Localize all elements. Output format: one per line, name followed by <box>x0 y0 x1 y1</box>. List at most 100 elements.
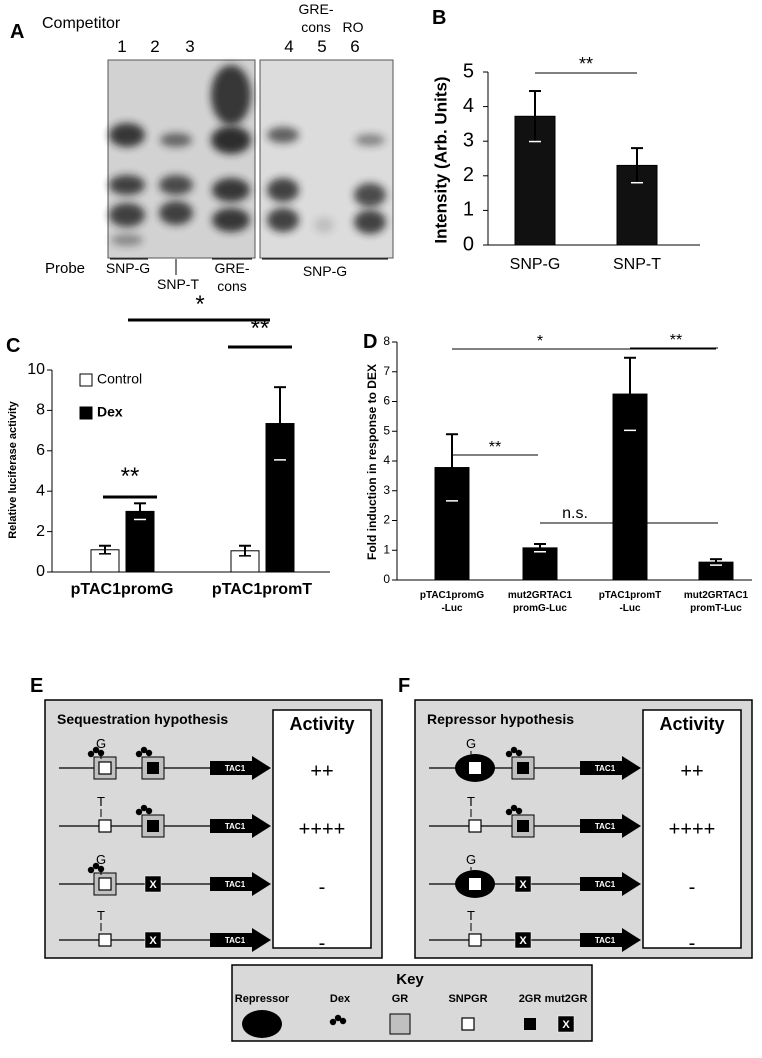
gel-band <box>109 203 145 227</box>
activity-label: - <box>689 876 696 898</box>
panel-letter: C <box>6 335 20 357</box>
error-bar <box>631 147 643 184</box>
activity-header: Activity <box>659 714 724 734</box>
y-tick-label: 6 <box>383 394 390 408</box>
panel-letter: A <box>10 21 24 43</box>
gene-arrow <box>580 928 641 952</box>
x-tick-label: mut2GRTAC1 <box>508 590 573 601</box>
activity-header: Activity <box>289 714 354 734</box>
snpgr-icon <box>98 819 112 833</box>
lane-number: 4 <box>284 37 293 56</box>
gene-arrow <box>210 814 271 838</box>
gene-label: TAC1 <box>225 764 246 773</box>
gene-label: TAC1 <box>595 936 616 945</box>
x-tick-label: -Luc <box>619 603 641 614</box>
lane-number: 1 <box>117 37 126 56</box>
snpgr-icon <box>98 877 112 891</box>
probe-name: SNP-G <box>303 263 347 279</box>
y-axis-label: Relative luciferase activity <box>7 400 19 538</box>
gene-label: TAC1 <box>225 822 246 831</box>
lane-number: 2 <box>150 37 159 56</box>
y-tick-label: 5 <box>463 60 474 82</box>
snpgr-icon <box>98 933 112 947</box>
dex-icon <box>510 804 518 812</box>
x-tick-label: SNP-G <box>510 256 561 273</box>
x-tick-label: pTAC1promG <box>71 581 174 598</box>
y-tick-label: 5 <box>383 423 390 437</box>
legend-swatch <box>79 406 93 420</box>
error-bar <box>624 356 636 432</box>
dex-icon <box>140 804 148 812</box>
x-tick-label: pTAC1promG <box>420 590 484 601</box>
repressor-icon <box>242 1010 282 1038</box>
error-bar <box>710 558 722 566</box>
activity-label: ++++ <box>299 818 346 840</box>
gel-band <box>109 123 145 147</box>
gene-label: TAC1 <box>595 764 616 773</box>
y-tick-label: 3 <box>463 129 474 151</box>
snpgr-icon <box>469 878 481 890</box>
gel-band <box>267 127 299 143</box>
significance-label: ** <box>121 463 140 490</box>
key-title: Key <box>396 971 424 988</box>
dex-icon <box>135 750 143 758</box>
y-tick-label: 6 <box>36 442 45 459</box>
y-tick-label: 3 <box>383 483 390 497</box>
y-tick-label: 7 <box>383 364 390 378</box>
x-tick-label: mut2GRTAC1 <box>684 590 749 601</box>
gel-band <box>211 65 251 125</box>
allele-label: T <box>467 794 475 809</box>
two-gr-icon <box>517 820 529 832</box>
panel-letter: E <box>30 675 43 697</box>
legend-swatch <box>79 373 93 387</box>
y-tick-label: 0 <box>36 563 45 580</box>
gene-arrow <box>580 872 641 896</box>
significance-label: ** <box>489 439 501 456</box>
error-bar <box>534 543 546 553</box>
gel-band <box>211 126 251 154</box>
activity-label: - <box>689 932 696 954</box>
dex-icon <box>339 1017 347 1025</box>
y-tick-label: 8 <box>36 402 45 419</box>
diagram-title: Repressor hypothesis <box>427 711 574 727</box>
bar <box>125 510 155 573</box>
gene-arrow <box>580 814 641 838</box>
x-tick-label: SNP-T <box>613 256 661 273</box>
activity-label: ++ <box>310 760 333 782</box>
error-bar <box>239 544 251 557</box>
legend-label: Dex <box>97 404 123 420</box>
dex-icon <box>92 746 100 754</box>
lane-number: 5 <box>317 37 326 56</box>
mut2gr-symbol: X <box>519 879 527 891</box>
key-label: Dex <box>330 993 351 1005</box>
competitor-name: cons <box>301 19 331 35</box>
snpgr-icon <box>468 819 482 833</box>
gene-arrow <box>580 756 641 780</box>
allele-label: G <box>466 852 476 867</box>
error-bar <box>274 386 286 461</box>
gene-label: TAC1 <box>595 880 616 889</box>
gel-band <box>267 208 299 232</box>
y-axis-label: Intensity (Arb. Units) <box>431 76 450 243</box>
mut2gr-icon <box>557 1015 575 1033</box>
two-gr-icon <box>524 1018 536 1030</box>
two-gr-icon <box>147 762 159 774</box>
mut2gr-icon <box>144 931 162 949</box>
mut2gr-icon <box>144 875 162 893</box>
y-tick-label: 1 <box>463 199 474 221</box>
lane-number: 6 <box>350 37 359 56</box>
y-tick-label: 0 <box>383 572 390 586</box>
activity-box <box>272 709 372 949</box>
panel-letter: B <box>432 7 446 29</box>
competitor-label: Competitor <box>42 15 121 32</box>
bar <box>522 547 558 581</box>
dex-icon <box>510 746 518 754</box>
probe-label: Probe <box>45 260 85 277</box>
error-bar <box>99 544 111 555</box>
x-tick-label: promT-Luc <box>690 603 742 614</box>
gel-band <box>111 234 143 246</box>
gel-band <box>354 210 386 234</box>
x-tick-label: pTAC1promT <box>599 590 662 601</box>
x-tick-label: -Luc <box>441 603 463 614</box>
y-tick-label: 10 <box>27 361 45 378</box>
